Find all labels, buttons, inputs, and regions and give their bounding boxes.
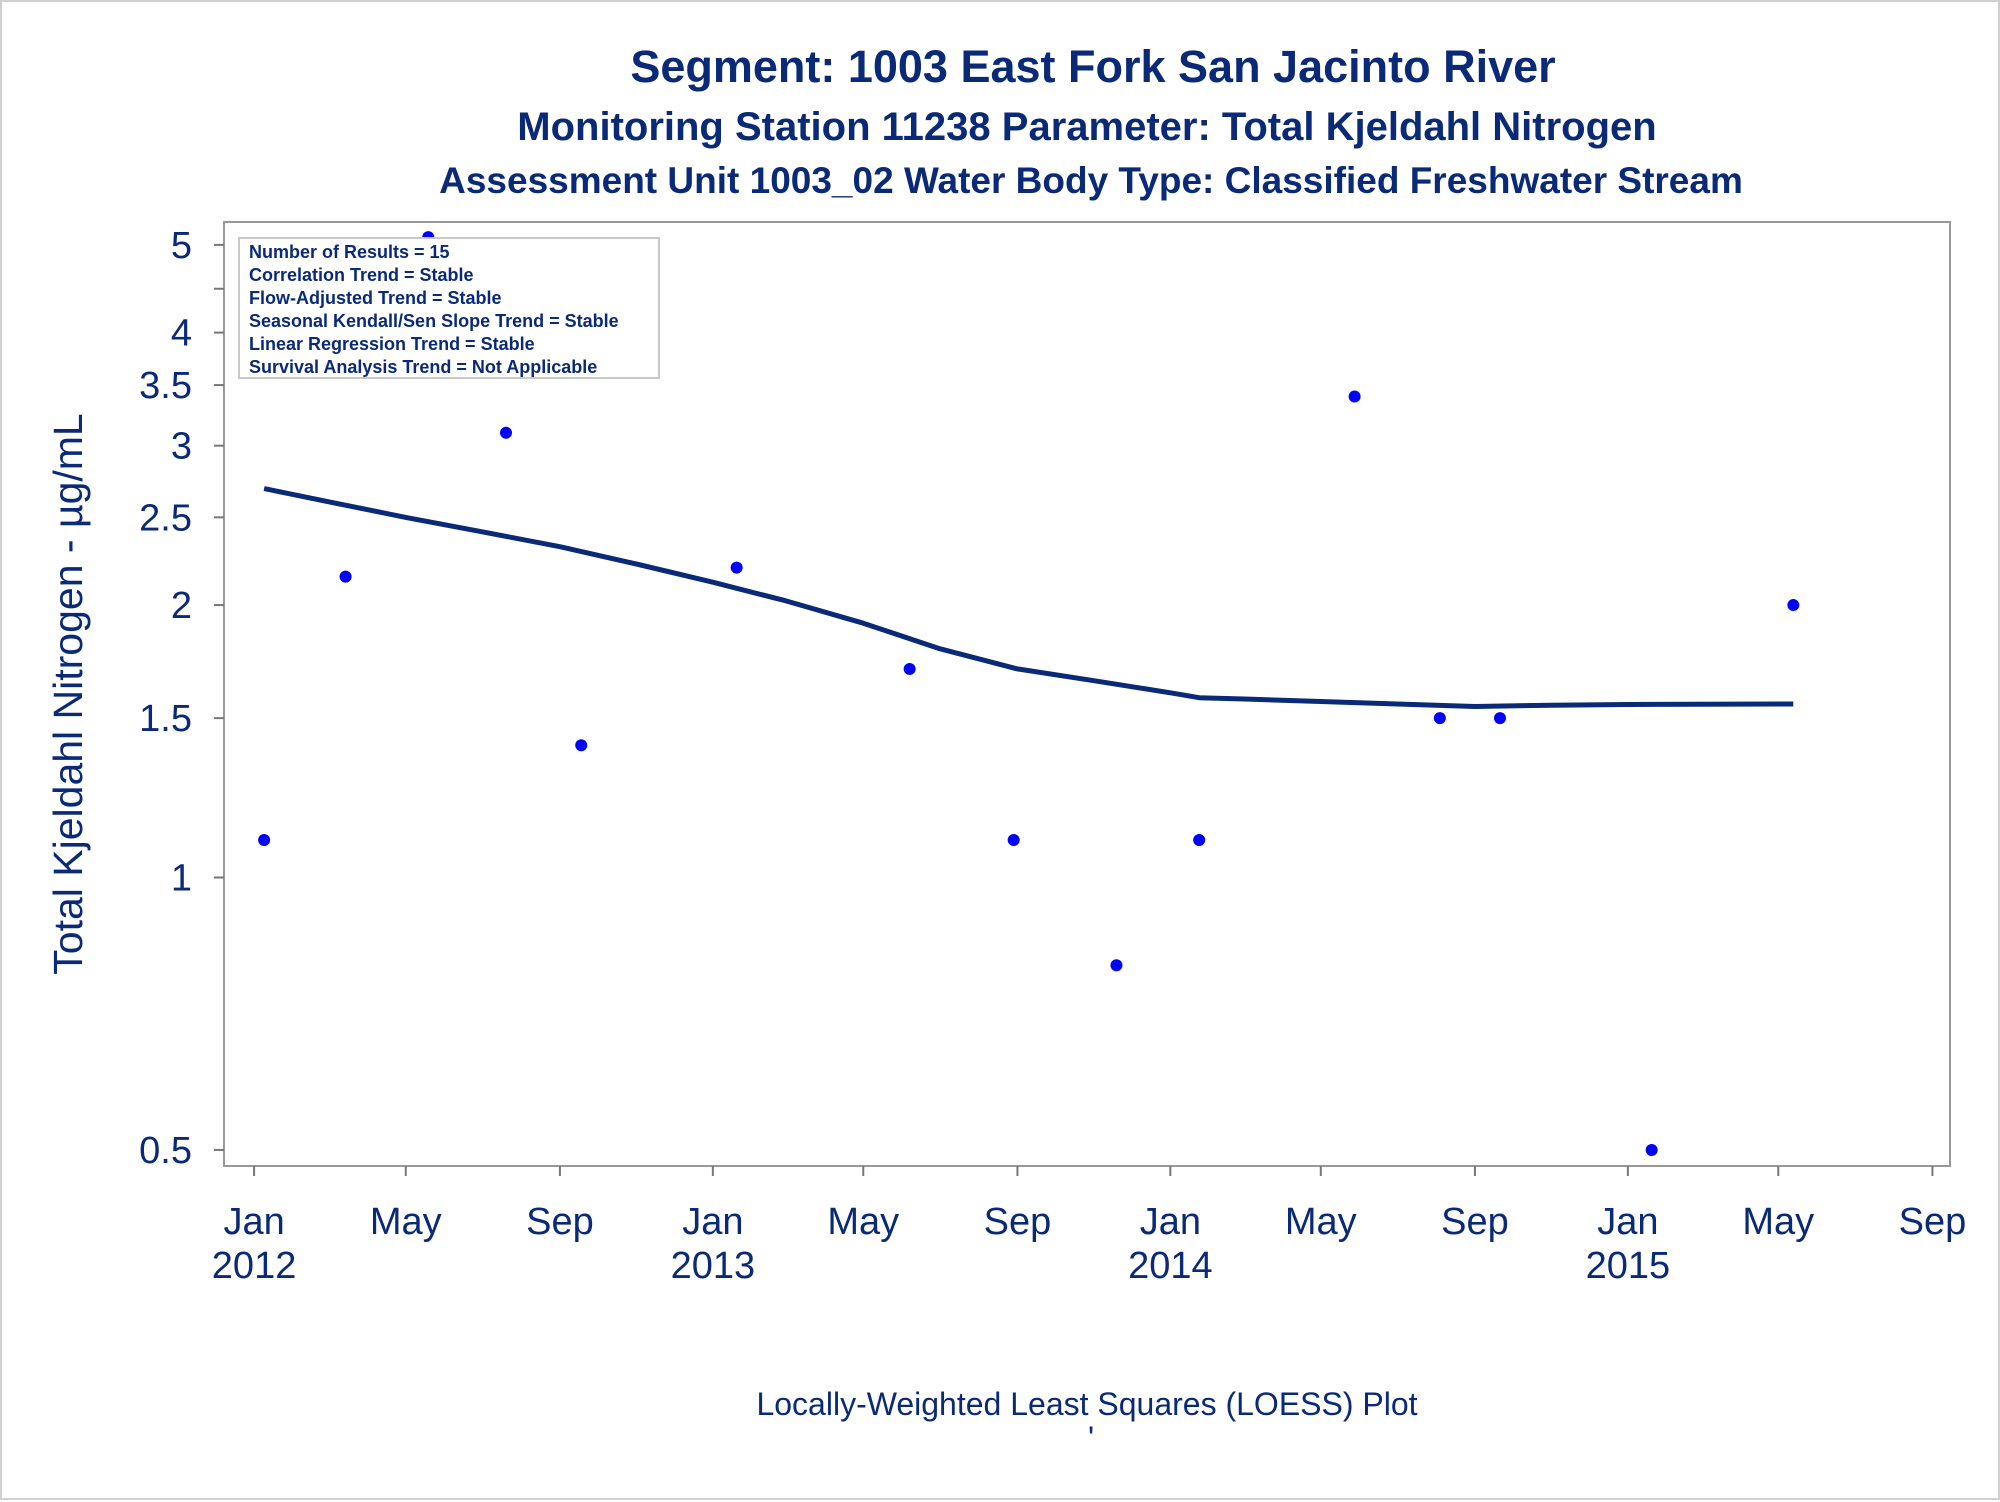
series-layer: [258, 231, 1800, 1156]
data-point: [1787, 599, 1800, 612]
stats-box-frame: [238, 237, 660, 379]
data-point: [730, 561, 743, 574]
plot-area: [223, 221, 1951, 1167]
y-axis-title: Total Kjeldahl Nitrogen - µg/mL: [45, 413, 91, 974]
y-tick-label: 1: [171, 858, 192, 900]
x-tick-label: Sep: [526, 1201, 594, 1243]
x-tick-label: Sep: [984, 1201, 1052, 1243]
data-point: [500, 426, 513, 439]
data-point: [1433, 712, 1446, 725]
data-point: [1494, 712, 1507, 725]
x-tick-year-label: 2015: [1586, 1245, 1671, 1287]
y-tick-label: 3: [171, 426, 192, 468]
stats-line: Number of Results = 15: [249, 242, 450, 262]
x-tick-label: Jan: [1597, 1201, 1658, 1243]
x-tick-label: Sep: [1899, 1201, 1967, 1243]
x-tick-label: Jan: [223, 1201, 284, 1243]
chart-subtitle-2: Assessment Unit 1003_02 Water Body Type:…: [439, 160, 1743, 201]
stats-line: Seasonal Kendall/Sen Slope Trend = Stabl…: [249, 311, 619, 331]
chart-footnote: Locally-Weighted Least Squares (LOESS) P…: [756, 1386, 1417, 1422]
y-tick-label: 0.5: [139, 1130, 192, 1172]
data-point: [1645, 1143, 1658, 1156]
y-tick-label: 2.5: [139, 497, 192, 539]
chart-footnote-2: ': [1088, 1420, 1094, 1456]
stats-box: Number of Results = 15 Correlation Trend…: [238, 237, 660, 379]
x-tick-label: May: [370, 1201, 442, 1243]
x-tick-label: Jan: [682, 1201, 743, 1243]
stats-line: Survival Analysis Trend = Not Applicable: [249, 357, 597, 377]
x-tick-label: Jan: [1140, 1201, 1201, 1243]
x-tick-label: May: [827, 1201, 899, 1243]
data-point: [903, 662, 916, 675]
data-point: [339, 570, 352, 583]
y-tick-label: 3.5: [139, 365, 192, 407]
data-point: [1007, 834, 1020, 847]
x-tick-label: May: [1742, 1201, 1814, 1243]
x-tick-year-label: 2012: [212, 1245, 297, 1287]
x-tick-year-label: 2014: [1128, 1245, 1213, 1287]
y-axis: 0.5 1 1.5 2 2.5 3 3.5 4 5: [139, 225, 224, 1172]
x-tick-label: Sep: [1441, 1201, 1509, 1243]
data-point: [1193, 834, 1206, 847]
chart-subtitle: Monitoring Station 11238 Parameter: Tota…: [517, 105, 1656, 149]
x-tick-label: May: [1285, 1201, 1357, 1243]
data-point: [575, 739, 588, 752]
y-tick-label: 5: [171, 225, 192, 267]
stats-line: Flow-Adjusted Trend = Stable: [249, 288, 502, 308]
data-point: [1348, 390, 1361, 403]
stats-line: Linear Regression Trend = Stable: [249, 334, 535, 354]
y-tick-label: 4: [171, 313, 192, 355]
y-tick-label: 1.5: [139, 698, 192, 740]
data-point: [258, 834, 271, 847]
y-tick-label: 2: [171, 585, 192, 627]
x-tick-year-label: 2013: [671, 1245, 756, 1287]
loess-trend-line: [263, 486, 1794, 709]
chart-title: Segment: 1003 East Fork San Jacinto Rive…: [630, 41, 1555, 92]
stats-line: Correlation Trend = Stable: [249, 265, 474, 285]
data-point: [1110, 959, 1123, 972]
